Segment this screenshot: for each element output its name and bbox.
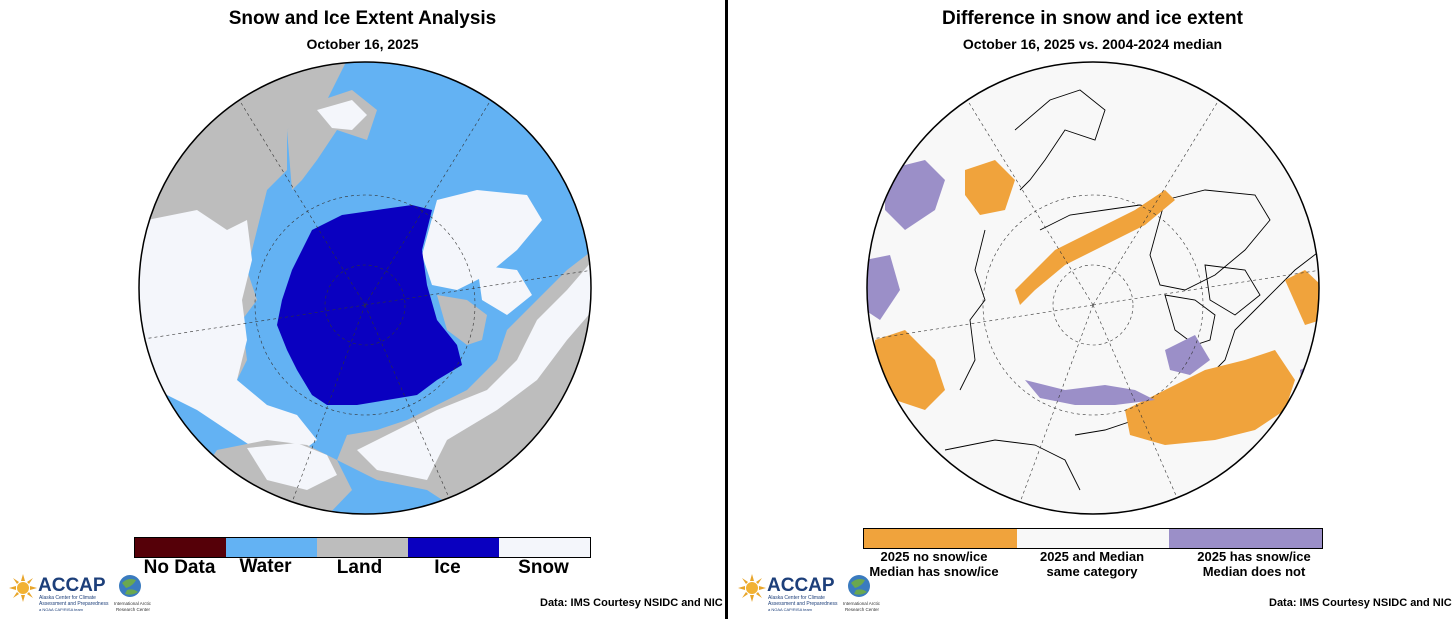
- accap-logo-graphic-right: ACCAP Alaska Center for Climate Assessme…: [738, 574, 881, 612]
- difference-legend-bar: [863, 528, 1323, 549]
- more-snow-region-canada: [1165, 335, 1210, 375]
- iarc-label-2: Research Center: [116, 607, 151, 612]
- greenland-snow: [422, 190, 542, 290]
- iarc-globe-icon: [848, 575, 870, 597]
- accap-tagline-3: a NOAA CAP/RISA team: [768, 607, 813, 612]
- legend-label-same: 2025 and Median same category: [1007, 549, 1177, 579]
- eurasia-snow: [139, 210, 317, 455]
- coastlines: [944, 89, 1319, 491]
- right-panel: Difference in snow and ice extent Octobe…: [729, 0, 1456, 619]
- legend-label-less: 2025 no snow/ice Median has snow/ice: [849, 549, 1019, 579]
- legend-label-more: 2025 has snow/ice Median does not: [1169, 549, 1339, 579]
- right-subtitle: October 16, 2025 vs. 2004-2024 median: [962, 36, 1223, 52]
- right-title: Difference in snow and ice extent: [942, 8, 1243, 29]
- accap-logo-graphic: ACCAP Alaska Center for Climate Assessme…: [9, 574, 152, 612]
- accap-tagline-1: Alaska Center for Climate: [39, 595, 96, 601]
- legend-swatch-nodata: [135, 538, 226, 557]
- legend-swatch-snow: [499, 538, 590, 557]
- less-snow-region-canada: [1125, 350, 1295, 445]
- legend-label-snow: Snow: [518, 557, 569, 578]
- graticule: [867, 79, 1319, 514]
- right-globe-svg: [866, 61, 1320, 515]
- less-snow-band-siberia: [1015, 190, 1175, 305]
- alaska-snow: [247, 443, 337, 490]
- archipelago-snow: [477, 265, 532, 315]
- iarc-label-1: International Arctic: [843, 601, 881, 606]
- right-data-credit: Data: IMS Courtesy NSIDC and NIC: [1269, 597, 1452, 609]
- legend-swatch-same: [1016, 529, 1170, 548]
- left-title: Snow and Ice Extent Analysis: [228, 8, 497, 29]
- legend-label-water: Water: [239, 556, 292, 577]
- accap-wordmark: ACCAP: [767, 575, 835, 596]
- scandinavia-snow: [317, 100, 367, 130]
- accap-tagline-1: Alaska Center for Climate: [768, 595, 825, 601]
- more-snow-region-russia: [885, 160, 945, 230]
- accap-tagline-2: Assessment and Preparedness: [39, 601, 109, 607]
- legend-label-less-line2: Median has snow/ice: [869, 564, 999, 579]
- accap-logo: ACCAP Alaska Center for Climate Assessme…: [8, 571, 168, 620]
- globe-outline: [138, 61, 592, 515]
- legend-swatch-water: [226, 538, 317, 557]
- legend-swatch-ice: [408, 538, 499, 557]
- globe-outline: [866, 61, 1320, 515]
- left-globe-svg: [138, 61, 592, 515]
- accap-wordmark: ACCAP: [38, 575, 106, 596]
- more-snow-region-west: [867, 255, 900, 320]
- legend-label-ice: Ice: [434, 557, 461, 578]
- same-category-area: [867, 62, 1319, 514]
- legend-label-nodata: No Data: [143, 557, 216, 578]
- less-snow-region-scandinavia: [965, 160, 1015, 215]
- accap-tagline-3: a NOAA CAP/RISA team: [39, 607, 84, 612]
- graticule: [139, 79, 591, 514]
- arctic-sea-ice: [277, 205, 462, 405]
- accap-tagline-2: Assessment and Preparedness: [768, 601, 838, 607]
- left-subtitle: October 16, 2025: [306, 36, 419, 52]
- left-panel: Snow and Ice Extent Analysis October 16,…: [0, 0, 725, 619]
- legend-label-land: Land: [336, 557, 383, 578]
- legend-label-more-line2: Median does not: [1202, 564, 1306, 579]
- difference-map: [865, 60, 1321, 521]
- sun-icon: [738, 574, 766, 602]
- snow-ice-extent-map: [137, 60, 593, 521]
- iarc-label-1: International Arctic: [114, 601, 152, 606]
- legend-label-same-line1: 2025 and Median: [1039, 549, 1145, 564]
- extent-legend-bar: [134, 537, 591, 558]
- sun-icon: [9, 574, 37, 602]
- more-snow-band-arctic: [1025, 380, 1155, 405]
- north-america-snow: [357, 260, 591, 480]
- less-snow-region-east: [1285, 270, 1319, 325]
- accap-logo-right: ACCAP Alaska Center for Climate Assessme…: [737, 571, 897, 620]
- less-snow-region-europe: [875, 330, 945, 410]
- panel-divider: [725, 0, 728, 619]
- legend-label-less-line1: 2025 no snow/ice: [880, 549, 988, 564]
- legend-label-same-line2: same category: [1046, 564, 1138, 579]
- legend-swatch-land: [317, 538, 408, 557]
- iarc-label-2: Research Center: [845, 607, 880, 612]
- legend-swatch-more: [1169, 529, 1323, 548]
- iarc-globe-icon: [119, 575, 141, 597]
- legend-label-more-line1: 2025 has snow/ice: [1197, 549, 1311, 564]
- left-data-credit: Data: IMS Courtesy NSIDC and NIC: [540, 597, 723, 609]
- legend-swatch-less: [864, 529, 1017, 548]
- archipelago-land: [437, 295, 487, 345]
